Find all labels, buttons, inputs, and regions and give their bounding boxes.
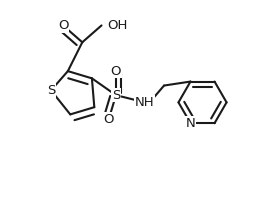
Text: S: S	[112, 89, 120, 102]
Text: O: O	[104, 113, 114, 126]
Text: N: N	[186, 117, 195, 130]
Text: O: O	[58, 19, 68, 32]
Text: S: S	[47, 84, 55, 97]
Text: O: O	[111, 65, 121, 78]
Text: OH: OH	[108, 19, 128, 32]
Text: NH: NH	[135, 96, 155, 109]
